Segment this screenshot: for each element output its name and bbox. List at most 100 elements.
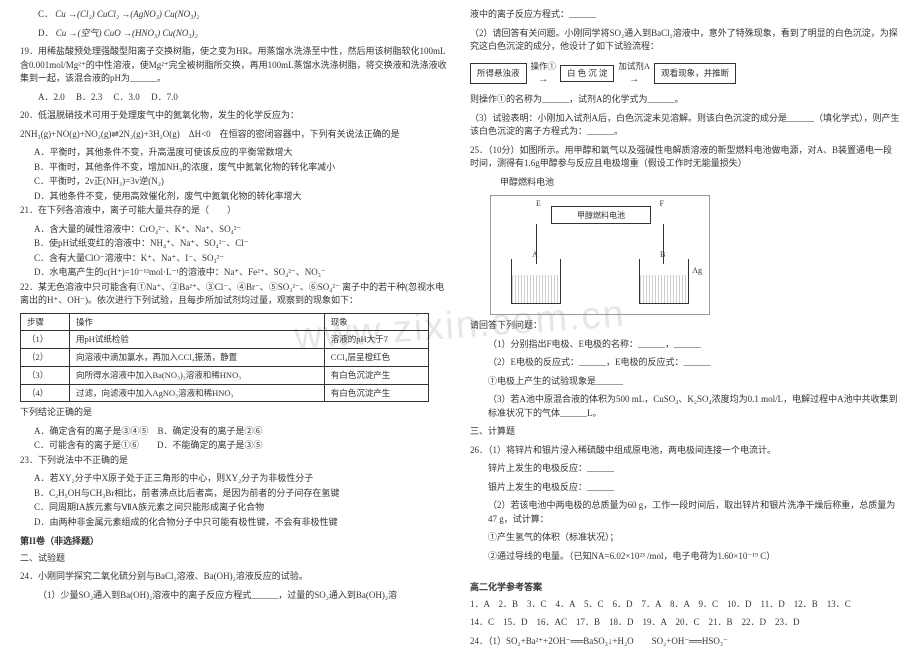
label-b: B (660, 249, 665, 261)
q23-opts: A．若XY₂分子中X原子处于正三角形的中心，则XY₂分子为非极性分子 B．C₂H… (20, 472, 450, 529)
liquid-icon (640, 275, 688, 303)
q21-a: A．含大量的碱性溶液中：CrO₄²⁻、K⁺、Na⁺、SO₄²⁻ (34, 223, 450, 237)
q20-a: A．平衡时，其他条件不变，升高温度可使该反应的平衡常数增大 (34, 146, 450, 160)
label-ag: Ag (692, 265, 702, 277)
q22-table: 步骤 操作 现象 （1） 用pH试纸检验 溶液的pH大于7 （2） 向溶液中滴加… (20, 313, 429, 403)
liquid-icon (512, 275, 560, 303)
r4c2: 过滤，向滤液中加入AgNO₃溶液和稀HNO₃ (69, 384, 324, 402)
arrow-icon: → (531, 72, 557, 87)
label-a: A (532, 249, 538, 261)
r1c1: （1） (21, 331, 70, 349)
r3c3: 有白色沉淀产生 (324, 366, 428, 384)
cont2: （2）请回答有关问题。小刚同学将SO₂通入到BaCl₂溶液中，意外了特殊现象，看… (470, 27, 900, 54)
r3c1: （3） (21, 366, 70, 384)
cont4: （3）试验表明：小刚加入试剂A后，白色沉淀未见溶解。则该白色沉淀的成分是____… (470, 112, 900, 139)
q19: 19．用稀盐酸预处理强酸型阳离子交换树脂，使之变为HR。用蒸馏水洗涤至中性，然后… (20, 45, 450, 86)
q23-b: B．C₂H₅OH与CH₃Br相比，前者沸点比后者高，是因为前者的分子间存在氢键 (34, 487, 450, 501)
q20-c: C．平衡时，2v正(NH₃)=3v逆(N₂) (34, 175, 450, 189)
ans-line2: 14．C 15．D 16．AC 17．B 18．D 19．A 20．C 21．B… (470, 616, 900, 630)
q20-d: D．其他条件不变，使用高效催化剂，废气中氮氧化物的转化率增大 (34, 190, 450, 204)
q22: 22．某无色溶液中只可能含有①Na⁺、②Ba²⁺、③Cl⁻、④Br⁻、⑤SO₃²… (20, 281, 450, 308)
r1c3: 溶液的pH大于7 (324, 331, 428, 349)
q25: 25．（10分）如图所示。用甲醇和氧气以及强碱性电解质溶液的新型燃料电池做电源，… (470, 144, 900, 171)
left-column: C． Cu →(Cl₂) CuCl₂ →(AgNO₃) Cu(NO₃)₂ D． … (20, 8, 450, 653)
opt-c-label: C． (38, 9, 53, 19)
r2c3: CCl₄层呈橙红色 (324, 349, 428, 367)
th-op: 操作 (69, 313, 324, 331)
r4c1: （4） (21, 384, 70, 402)
label-e: E (536, 198, 541, 210)
label-f: F (660, 198, 664, 210)
q21-d: D．水电离产生的c(H⁺)=10⁻¹²mol·L⁻¹的溶液中：Na⁺、Fe²⁺、… (34, 266, 450, 280)
q26-2a: ①产生氢气的体积（标准状况）； (470, 531, 900, 545)
cont1: 液中的离子反应方程式：______ (470, 8, 900, 22)
q25-1: （1）分别指出F电极、E电极的名称：______，______ (470, 338, 900, 352)
opt-d: D． Cu →(空气) CuO →(HNO₃) Cu(NO₃)₂ (20, 27, 450, 41)
q25-3: ①电极上产生的试验现象是______ (470, 375, 900, 389)
q22-cd: C．可能含有的离子是①⑥ D．不能确定的离子是③⑤ (34, 439, 450, 453)
diag-title: 甲醇燃料电池 (500, 176, 900, 190)
r2c1: （2） (21, 349, 70, 367)
q26: 26．（1）将锌片和银片浸入稀硫酸中组成原电池，两电极间连接一个电流计。 (470, 444, 900, 458)
fuel-cell-diagram: E F 甲醇燃料电池 A B Ag (490, 195, 710, 315)
right-column: 液中的离子反应方程式：______ （2）请回答有关问题。小刚同学将SO₂通入到… (470, 8, 900, 653)
beaker-a: A (511, 259, 561, 304)
q22-ab: A．确定含有的离子是③④⑤ B．确定没有的离子是②⑥ (34, 425, 450, 439)
ans-line1: 1．A 2．B 3．C 4．A 5．C 6．D 7．A 8．A 9．C 10．D… (470, 598, 900, 612)
q26-2: （2）若该电池中两电极的总质量为60 g，工作一段时间后，取出锌片和银片洗净干燥… (470, 499, 900, 526)
section2-title: 第II卷（非选择题） (20, 535, 450, 549)
q21: 21．在下列各溶液中，离子可能大量共存的是（ ） (20, 204, 450, 218)
q22-opts: A．确定含有的离子是③④⑤ B．确定没有的离子是②⑥ C．可能含有的离子是①⑥ … (20, 425, 450, 453)
q23-c: C．同周期IA族元素与ⅦA族元素之间只能形成离子化合物 (34, 501, 450, 515)
q22-post: 下列结论正确的是 (20, 406, 450, 420)
cell-box: 甲醇燃料电池 (551, 206, 651, 224)
opt-c-text: Cu →(Cl₂) CuCl₂ →(AgNO₃) Cu(NO₃)₂ (55, 9, 199, 19)
q19-c: C．3.0 (114, 92, 140, 102)
opt-d-label: D． (38, 28, 54, 38)
flow-box3: 观看现象，并推断 (654, 63, 736, 84)
section2a: 二、试验题 (20, 552, 450, 566)
beaker-b: B Ag (639, 259, 689, 304)
q20-opts: A．平衡时，其他条件不变，升高温度可使该反应的平衡常数增大 B．平衡时，其他条件… (20, 146, 450, 203)
q21-opts: A．含大量的碱性溶液中：CrO₄²⁻、K⁺、Na⁺、SO₄²⁻ B．使pH试纸变… (20, 223, 450, 280)
q24: 24．小刚同学探究二氧化硫分别与BaCl₂溶液、Ba(OH)₂溶液反应的试验。 (20, 570, 450, 584)
arrow-icon: → (618, 72, 650, 87)
q19-opts: A．2.0 B．2.3 C．3.0 D．7.0 (20, 91, 450, 105)
flow-diagram: 所得悬浊液 操作① → 白 色 沉 淀 加试剂A → 观看现象，并推断 (470, 60, 900, 88)
r2c2: 向溶液中滴加氯水，再加入CCl₄振荡，静置 (69, 349, 324, 367)
q25-q: 请回答下列问题： (470, 319, 900, 333)
th-step: 步骤 (21, 313, 70, 331)
r3c2: 向所得水溶液中加入Ba(NO₃)₂溶液和稀HNO₃ (69, 366, 324, 384)
q20-b: B．平衡时，其他条件不变，增加NH₃的浓度，废气中氮氧化物的转化率减小 (34, 161, 450, 175)
q20: 20．低温脱硝技术可用于处理废气中的氮氧化物，发生的化学反应为： (20, 109, 450, 123)
flow-box2: 白 色 沉 淀 (560, 65, 614, 82)
q20-eq: 2NH₃(g)+NO(g)+NO₂(g)⇌2N₂(g)+3H₂O(g) ΔH<0… (20, 128, 450, 142)
q23-d: D．由两种非金属元素组成的化合物分子中只可能有极性键，不会有非极性键 (34, 516, 450, 530)
section3: 三、计算题 (470, 425, 900, 439)
q26-2b: ②通过导线的电量。（已知NA=6.02×10²³ /mol，电子电荷为1.60×… (470, 550, 900, 564)
answers-title: 高二化学参考答案 (470, 581, 900, 595)
q23-a: A．若XY₂分子中X原子处于正三角形的中心，则XY₂分子为非极性分子 (34, 472, 450, 486)
q19-d: D．7.0 (151, 92, 178, 102)
q24-1: （1）少量SO₂通入到Ba(OH)₂溶液中的离子反应方程式______，过量的S… (20, 589, 450, 603)
ans-line3: 24．（1）SO₂+Ba²⁺+2OH⁻══BaSO₃↓+H₂O SO₂+OH⁻═… (470, 635, 900, 649)
q25-2: （2）E电极的反应式：______，E电极的反应式：______ (470, 356, 900, 370)
page: C． Cu →(Cl₂) CuCl₂ →(AgNO₃) Cu(NO₃)₂ D． … (0, 0, 920, 661)
th-phen: 现象 (324, 313, 428, 331)
opt-d-text: Cu →(空气) CuO →(HNO₃) Cu(NO₃)₂ (56, 28, 198, 38)
opt-c: C． Cu →(Cl₂) CuCl₂ →(AgNO₃) Cu(NO₃)₂ (20, 8, 450, 22)
flow-add: 加试剂A (618, 60, 650, 73)
q25-4: （3）若A池中原混合液的体积为500 mL，CuSO₄、K₂SO₄浓度均为0.1… (470, 393, 900, 420)
q23: 23．下列说法中不正确的是 (20, 454, 450, 468)
flow-box1: 所得悬浊液 (470, 63, 527, 84)
r1c2: 用pH试纸检验 (69, 331, 324, 349)
q21-b: B．使pH试纸变红的溶液中：NH₄⁺、Na⁺、SO₄²⁻、Cl⁻ (34, 237, 450, 251)
flow-op: 操作① (531, 60, 557, 73)
q21-c: C．含有大量ClO⁻溶液中：K⁺、Na⁺、I⁻、SO₃²⁻ (34, 252, 450, 266)
q26-b: 银片上发生的电极反应：______ (470, 481, 900, 495)
q19-a: A．2.0 (38, 92, 65, 102)
r4c3: 有白色沉淀产生 (324, 384, 428, 402)
q26-a: 锌片上发生的电极反应：______ (470, 462, 900, 476)
cont3: 则操作①的名称为______，试剂A的化学式为______。 (470, 93, 900, 107)
q19-b: B．2.3 (76, 92, 102, 102)
